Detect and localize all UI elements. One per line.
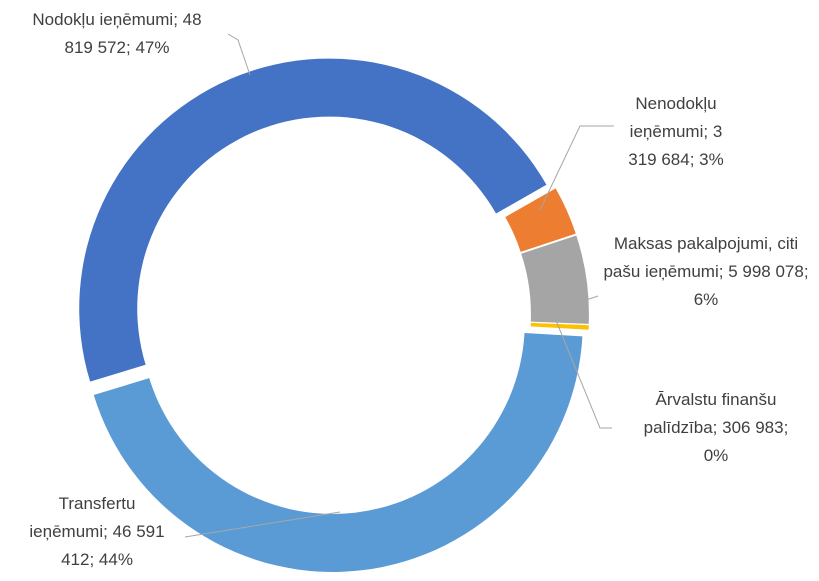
category-name: Nenodokļu ieņēmumi bbox=[629, 94, 717, 141]
value-label: 306 983 bbox=[722, 418, 784, 437]
separator: ; bbox=[783, 418, 789, 437]
separator: ; bbox=[89, 550, 95, 569]
leader-line bbox=[585, 295, 599, 301]
donut-segment bbox=[521, 235, 589, 324]
donut-segment bbox=[79, 58, 547, 382]
value-label: 48 819 572 bbox=[64, 10, 202, 57]
percent-label: 3% bbox=[699, 150, 724, 169]
donut-segment bbox=[530, 322, 589, 330]
separator: ; bbox=[703, 122, 709, 141]
leader-line bbox=[554, 317, 612, 429]
separator: ; bbox=[712, 418, 718, 437]
leader-line bbox=[184, 511, 341, 538]
value-label: 5 998 078 bbox=[728, 262, 804, 281]
category-name: Maksas pakalpojumi, citi pašu ieņēmumi bbox=[603, 234, 799, 281]
separator: ; bbox=[689, 150, 695, 169]
donut-segment bbox=[505, 188, 576, 252]
category-name: Nodokļu ieņēmumi bbox=[32, 10, 174, 29]
value-label: 3 319 684 bbox=[628, 122, 723, 169]
leader-line bbox=[227, 33, 251, 76]
separator: ; bbox=[173, 10, 178, 29]
percent-label: 6% bbox=[693, 290, 719, 309]
data-label: Nenodokļu ieņēmumi; 3 319 684; 3% bbox=[616, 90, 736, 174]
data-label: Transfertu ieņēmumi; 46 591 412; 44% bbox=[22, 490, 172, 574]
donut-segment bbox=[93, 333, 583, 572]
category-name: Ārvalstu finanšu palīdzība bbox=[643, 390, 777, 437]
percent-label: 44% bbox=[98, 550, 133, 569]
data-label: Maksas pakalpojumi, citi pašu ieņēmumi; … bbox=[599, 230, 814, 314]
value-label: 46 591 412 bbox=[61, 522, 165, 569]
percent-label: 0% bbox=[703, 446, 729, 465]
separator: ; bbox=[718, 262, 724, 281]
separator: ; bbox=[103, 522, 108, 541]
data-label: Nodokļu ieņēmumi; 48 819 572; 47% bbox=[17, 6, 217, 62]
separator: ; bbox=[125, 38, 131, 57]
separator: ; bbox=[803, 262, 809, 281]
leader-line bbox=[539, 125, 614, 211]
data-label: Ārvalstu finanšu palīdzība; 306 983; 0% bbox=[634, 386, 799, 470]
category-name: Transfertu ieņēmumi bbox=[29, 494, 136, 541]
percent-label: 47% bbox=[135, 38, 170, 57]
